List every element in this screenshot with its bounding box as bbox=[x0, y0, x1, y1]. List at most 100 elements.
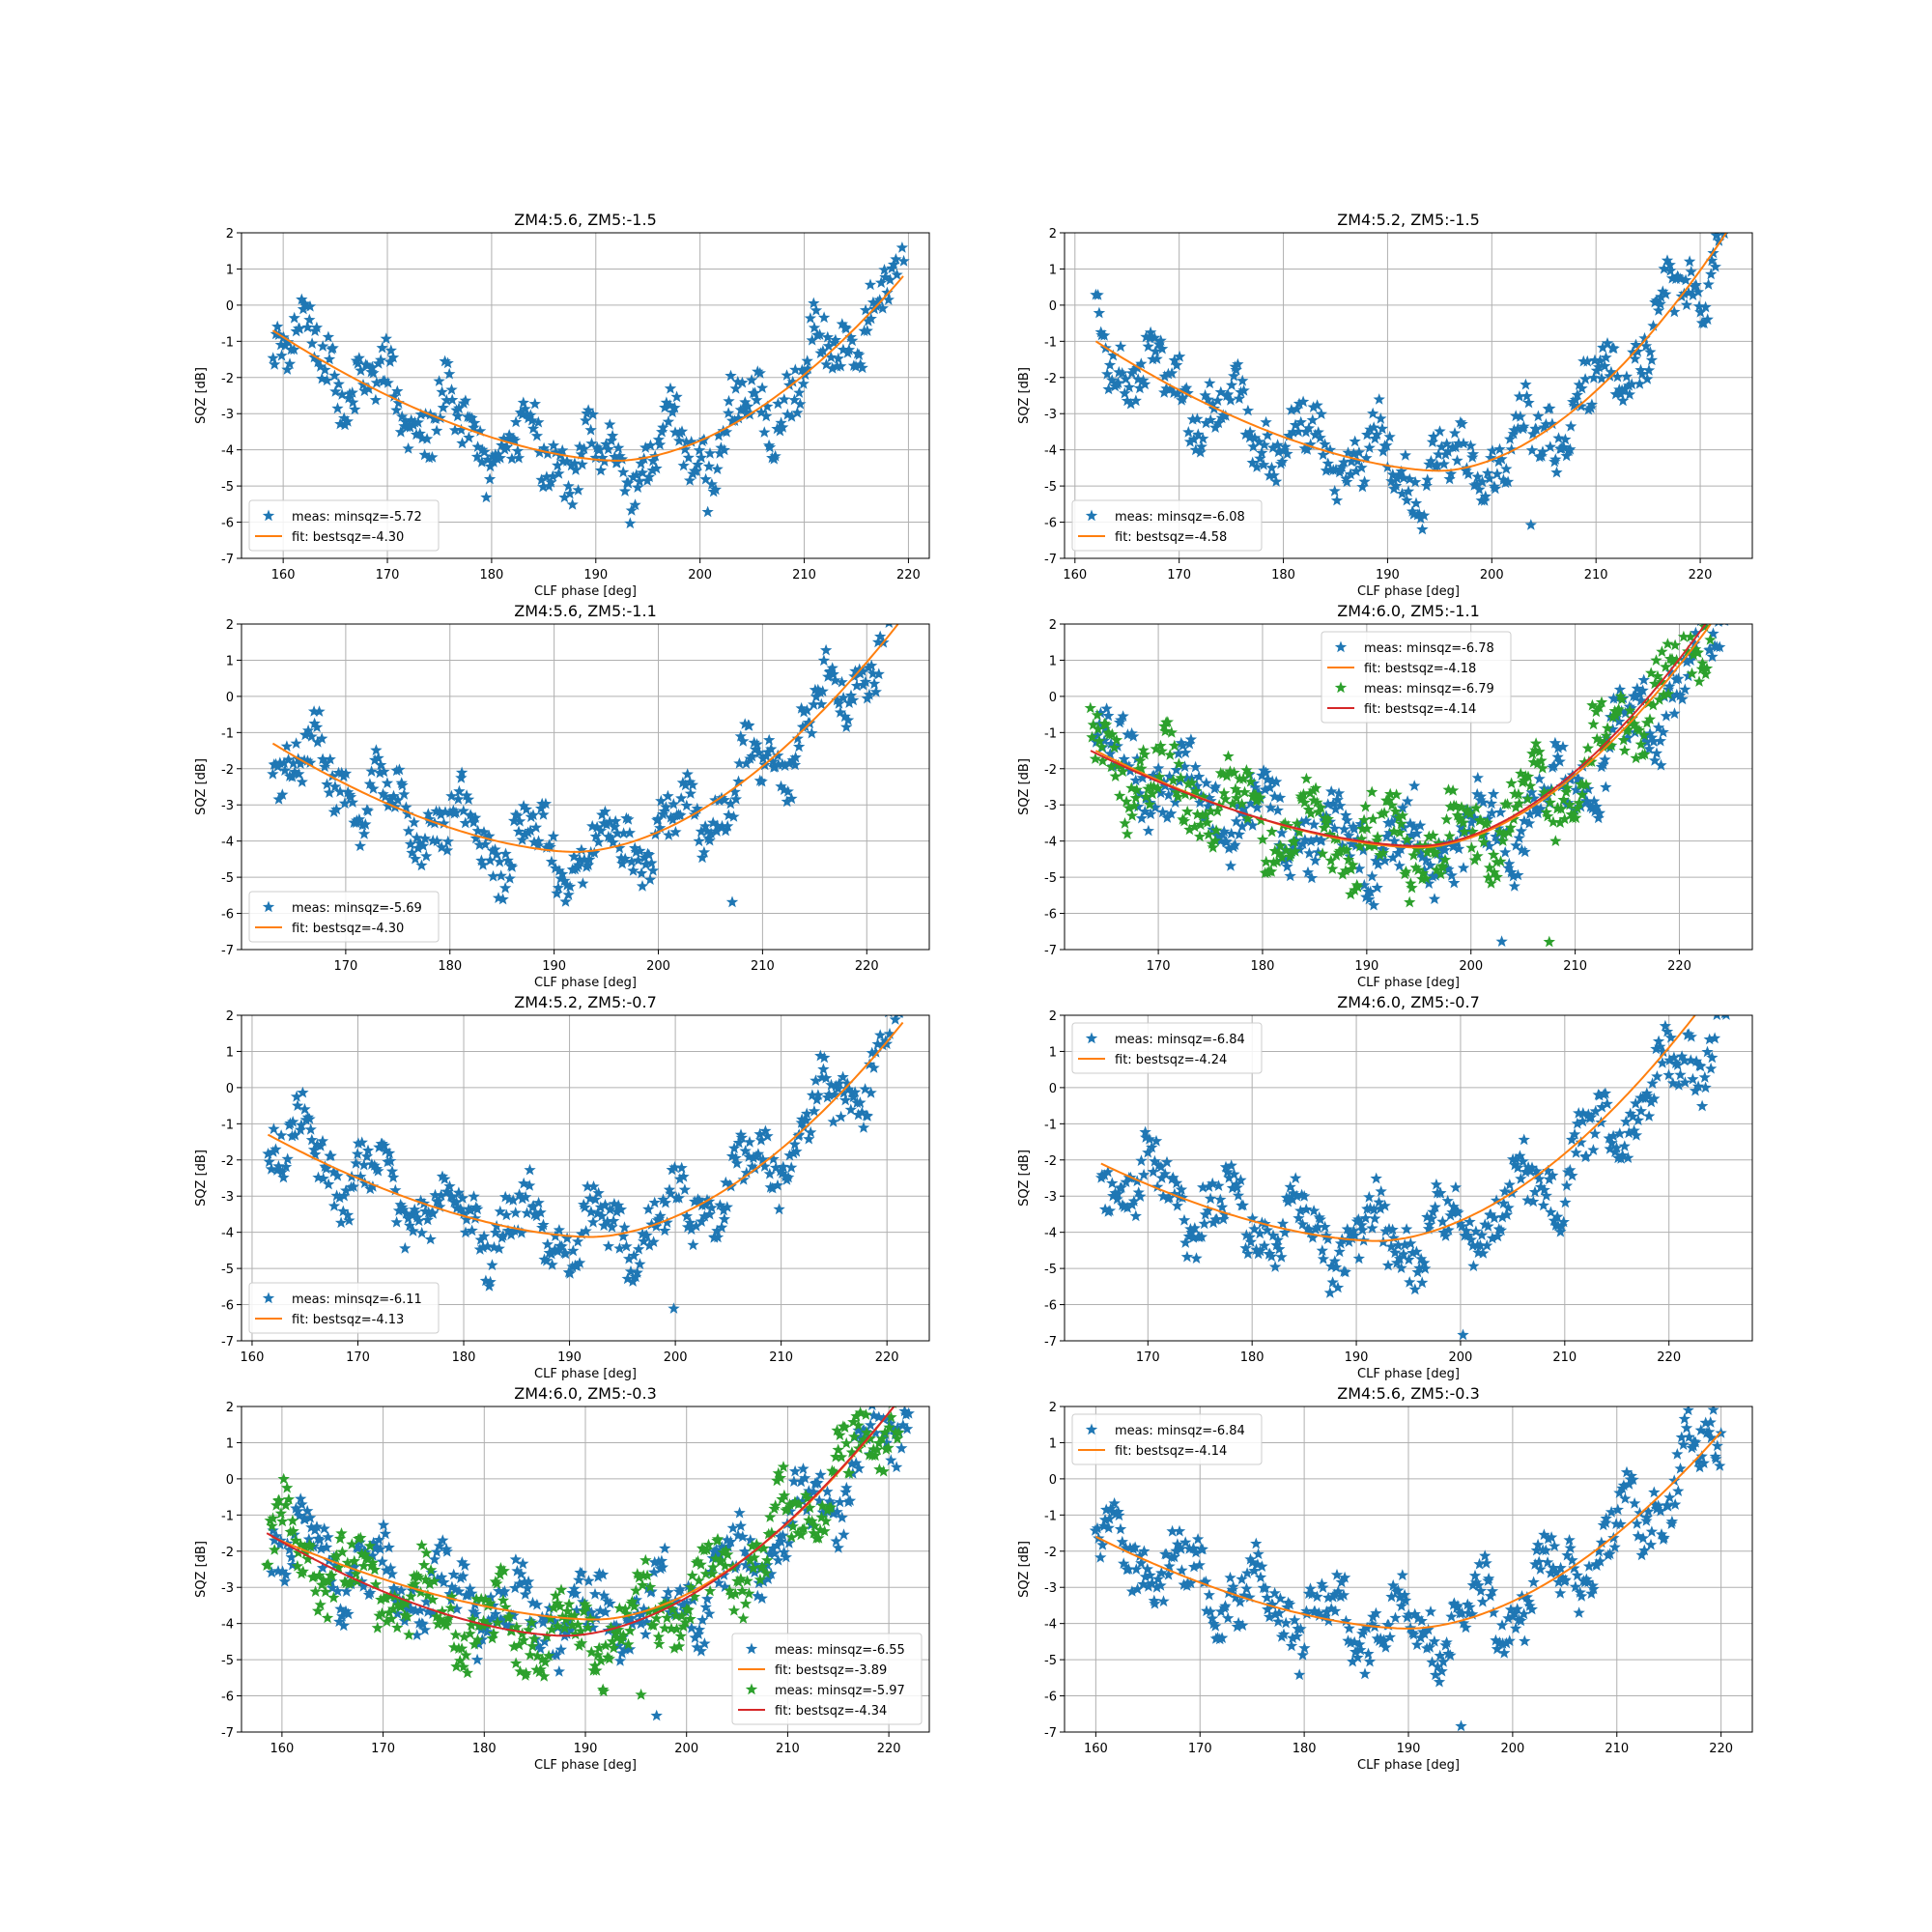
data-point bbox=[1214, 385, 1227, 398]
data-point bbox=[747, 1562, 759, 1574]
y-tick-label: 1 bbox=[1049, 1045, 1057, 1060]
data-point bbox=[1155, 342, 1169, 355]
data-point bbox=[699, 472, 712, 485]
data-point bbox=[409, 852, 422, 865]
data-point bbox=[426, 1607, 440, 1619]
data-point bbox=[1668, 305, 1681, 318]
data-point bbox=[1503, 433, 1517, 444]
data-point bbox=[1703, 1426, 1716, 1437]
data-point bbox=[1595, 1536, 1607, 1548]
data-point bbox=[1230, 363, 1242, 376]
data-point bbox=[732, 412, 745, 424]
plot-area bbox=[1089, 1406, 1727, 1732]
data-point bbox=[1114, 340, 1127, 353]
data-point bbox=[1451, 1600, 1464, 1611]
data-point bbox=[409, 1577, 421, 1590]
data-point bbox=[1153, 770, 1166, 782]
data-point bbox=[1218, 1208, 1231, 1220]
data-point bbox=[1209, 780, 1222, 792]
data-point bbox=[1351, 833, 1364, 845]
data-point bbox=[1096, 754, 1109, 767]
data-point bbox=[1660, 288, 1672, 299]
axes-frame bbox=[241, 1014, 930, 1342]
data-point bbox=[1634, 1506, 1646, 1519]
data-point bbox=[1611, 1503, 1624, 1516]
data-point bbox=[564, 880, 577, 893]
data-point bbox=[1211, 394, 1224, 406]
data-point bbox=[1272, 847, 1286, 859]
data-point bbox=[737, 734, 750, 747]
data-point bbox=[1179, 1536, 1192, 1548]
data-point bbox=[1374, 1202, 1387, 1214]
data-point bbox=[1326, 1276, 1339, 1288]
x-tick-label: 170 bbox=[346, 1350, 370, 1365]
data-point bbox=[1264, 469, 1276, 481]
fit-line bbox=[1090, 624, 1707, 847]
data-point bbox=[1489, 482, 1502, 495]
data-point bbox=[1171, 1199, 1183, 1211]
data-point bbox=[1329, 463, 1343, 475]
data-point bbox=[1338, 823, 1350, 835]
y-tick-label: -7 bbox=[221, 944, 234, 958]
data-point bbox=[1497, 473, 1510, 486]
data-point bbox=[293, 767, 305, 780]
data-point bbox=[1573, 1107, 1585, 1119]
data-point bbox=[788, 758, 802, 771]
data-point bbox=[701, 1592, 714, 1605]
data-point bbox=[498, 881, 512, 894]
data-point bbox=[767, 1542, 780, 1554]
data-point bbox=[545, 475, 557, 488]
data-point bbox=[806, 333, 818, 346]
chart-title: ZM4:5.2, ZM5:-0.7 bbox=[514, 993, 657, 1011]
data-point bbox=[882, 584, 894, 596]
data-point bbox=[1368, 1203, 1380, 1215]
data-point bbox=[709, 483, 723, 496]
data-point bbox=[397, 1204, 410, 1215]
y-tick-label: 2 bbox=[226, 1401, 234, 1415]
y-tick-label: -5 bbox=[221, 1654, 234, 1668]
data-point bbox=[703, 1584, 717, 1597]
data-point bbox=[1195, 440, 1208, 452]
data-point bbox=[1370, 1606, 1382, 1619]
data-point bbox=[1168, 354, 1180, 366]
data-point bbox=[898, 1015, 907, 1016]
data-point bbox=[1163, 770, 1176, 782]
data-point bbox=[1241, 1567, 1254, 1578]
data-point bbox=[1293, 843, 1306, 855]
data-point bbox=[1692, 299, 1706, 312]
data-point bbox=[413, 837, 427, 849]
data-point bbox=[384, 1154, 397, 1167]
data-point bbox=[1414, 846, 1427, 859]
data-point bbox=[473, 838, 486, 850]
data-point bbox=[289, 1128, 301, 1141]
data-point bbox=[1695, 1450, 1708, 1462]
data-point bbox=[267, 1512, 279, 1524]
data-point bbox=[1087, 718, 1099, 730]
data-point bbox=[1390, 479, 1403, 492]
data-point bbox=[311, 735, 324, 748]
data-point bbox=[1510, 1152, 1522, 1165]
x-tick-label: 210 bbox=[776, 1742, 800, 1756]
data-point bbox=[569, 1628, 582, 1640]
y-tick-label: -3 bbox=[1044, 1190, 1057, 1205]
data-point bbox=[645, 1585, 658, 1597]
data-point bbox=[1634, 378, 1646, 389]
data-point bbox=[1086, 730, 1098, 743]
data-point bbox=[385, 1612, 398, 1625]
data-point bbox=[605, 434, 618, 446]
data-point bbox=[334, 1216, 348, 1229]
data-point bbox=[459, 1559, 471, 1571]
data-point bbox=[278, 764, 292, 776]
data-point bbox=[1145, 808, 1157, 820]
data-point bbox=[389, 1595, 402, 1607]
data-point bbox=[1336, 461, 1349, 472]
data-point bbox=[469, 811, 482, 823]
data-point bbox=[339, 1605, 353, 1617]
data-point bbox=[627, 865, 639, 876]
data-point bbox=[1193, 770, 1206, 782]
data-point bbox=[1662, 688, 1675, 699]
data-point bbox=[547, 830, 560, 842]
data-point bbox=[1486, 1232, 1499, 1244]
data-point bbox=[1490, 1194, 1503, 1207]
data-point bbox=[386, 351, 400, 363]
